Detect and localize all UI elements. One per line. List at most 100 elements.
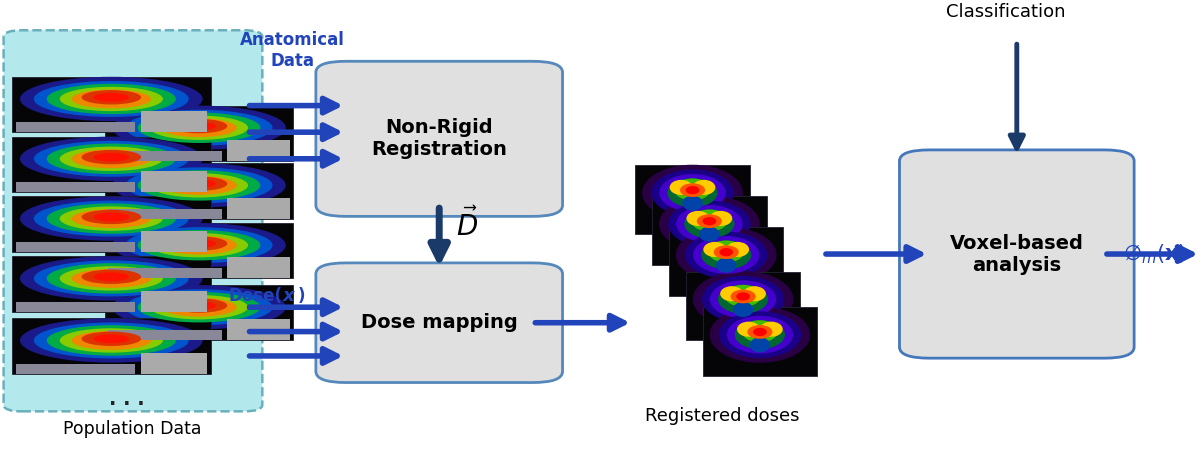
Ellipse shape: [125, 289, 272, 325]
Ellipse shape: [702, 217, 716, 225]
Bar: [105, 106, 294, 161]
Bar: [105, 163, 294, 219]
Bar: [16, 302, 135, 312]
Bar: [228, 257, 289, 278]
Ellipse shape: [125, 227, 272, 263]
Ellipse shape: [150, 295, 248, 319]
Bar: [12, 136, 211, 192]
Bar: [669, 228, 784, 296]
Ellipse shape: [60, 146, 163, 171]
FancyBboxPatch shape: [315, 61, 562, 216]
Ellipse shape: [94, 212, 129, 221]
Ellipse shape: [150, 173, 248, 198]
FancyBboxPatch shape: [899, 150, 1134, 358]
Ellipse shape: [161, 119, 237, 137]
Ellipse shape: [182, 122, 216, 131]
Bar: [16, 182, 135, 192]
Ellipse shape: [703, 242, 726, 257]
Ellipse shape: [726, 242, 749, 257]
Ellipse shape: [112, 163, 285, 207]
Bar: [108, 209, 222, 219]
Bar: [16, 364, 135, 374]
Text: Population Data: Population Data: [63, 420, 201, 438]
Ellipse shape: [742, 320, 778, 342]
Ellipse shape: [34, 141, 189, 177]
Ellipse shape: [94, 272, 129, 281]
Ellipse shape: [708, 241, 744, 263]
Ellipse shape: [701, 241, 751, 269]
Ellipse shape: [34, 81, 189, 117]
Bar: [16, 242, 135, 252]
Ellipse shape: [47, 263, 176, 294]
Ellipse shape: [137, 230, 260, 260]
Ellipse shape: [112, 223, 285, 267]
Ellipse shape: [161, 298, 237, 317]
Ellipse shape: [743, 286, 766, 301]
Text: Dose(: Dose(: [229, 287, 283, 305]
Ellipse shape: [694, 236, 760, 274]
Ellipse shape: [752, 328, 767, 336]
Text: Non-Rigid
Registration: Non-Rigid Registration: [371, 119, 507, 159]
Ellipse shape: [34, 260, 189, 296]
Ellipse shape: [736, 292, 750, 301]
Ellipse shape: [71, 89, 150, 108]
Ellipse shape: [20, 318, 202, 363]
Ellipse shape: [760, 321, 783, 337]
Ellipse shape: [731, 290, 756, 304]
FancyBboxPatch shape: [315, 263, 562, 383]
Ellipse shape: [684, 210, 734, 238]
Text: Classification: Classification: [946, 4, 1066, 22]
Ellipse shape: [718, 285, 768, 314]
Bar: [653, 196, 767, 265]
Ellipse shape: [20, 77, 202, 121]
Ellipse shape: [692, 180, 715, 195]
Ellipse shape: [82, 331, 141, 346]
Text: . . .: . . .: [108, 390, 144, 409]
Ellipse shape: [182, 179, 216, 188]
Ellipse shape: [112, 106, 285, 150]
Bar: [108, 269, 222, 278]
Ellipse shape: [20, 256, 202, 300]
Ellipse shape: [82, 210, 141, 224]
Text: Voxel-based
analysis: Voxel-based analysis: [950, 233, 1084, 274]
Ellipse shape: [651, 170, 733, 216]
Ellipse shape: [161, 236, 237, 255]
Ellipse shape: [680, 183, 706, 197]
Ellipse shape: [171, 298, 228, 313]
Ellipse shape: [733, 302, 754, 317]
Ellipse shape: [171, 119, 228, 133]
Bar: [228, 198, 289, 219]
Ellipse shape: [734, 320, 785, 349]
Ellipse shape: [714, 245, 739, 259]
Ellipse shape: [137, 292, 260, 322]
Bar: [636, 165, 750, 234]
Bar: [141, 171, 207, 192]
Bar: [228, 140, 289, 161]
Ellipse shape: [125, 110, 272, 146]
Ellipse shape: [94, 153, 129, 162]
Ellipse shape: [685, 186, 700, 194]
Ellipse shape: [691, 210, 727, 232]
Ellipse shape: [675, 227, 777, 283]
Bar: [141, 111, 207, 132]
Ellipse shape: [71, 331, 150, 350]
Text: Dose mapping: Dose mapping: [361, 313, 518, 332]
Ellipse shape: [719, 248, 733, 256]
Bar: [686, 272, 801, 340]
Ellipse shape: [669, 180, 692, 195]
Ellipse shape: [171, 176, 228, 191]
Bar: [12, 256, 211, 312]
Text: ): ): [297, 287, 305, 305]
Ellipse shape: [161, 176, 237, 195]
Bar: [228, 319, 289, 340]
Ellipse shape: [182, 239, 216, 248]
Ellipse shape: [34, 322, 189, 358]
Ellipse shape: [71, 269, 150, 288]
Text: Anatomical
Data: Anatomical Data: [240, 31, 344, 70]
Text: $\varnothing_m(\mathbf{x})$: $\varnothing_m(\mathbf{x})$: [1122, 242, 1186, 266]
Ellipse shape: [71, 209, 150, 228]
Ellipse shape: [60, 207, 163, 231]
Ellipse shape: [748, 325, 773, 339]
Ellipse shape: [709, 211, 732, 226]
Ellipse shape: [720, 286, 743, 301]
